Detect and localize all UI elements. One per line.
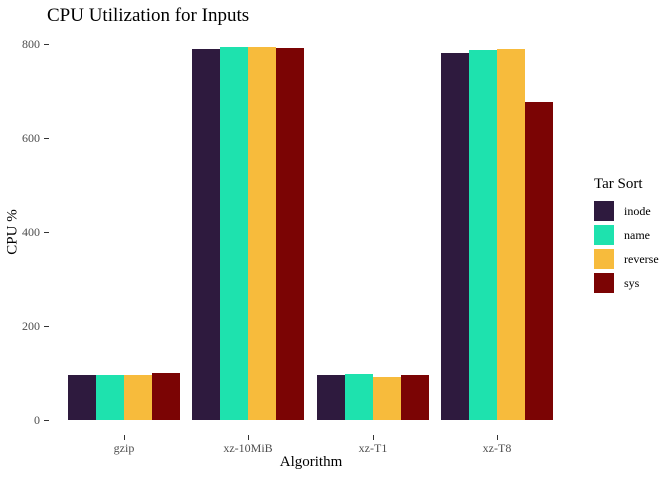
legend-swatch-name [594, 225, 614, 245]
legend-title: Tar Sort [594, 176, 643, 192]
x-tick-label-xz-10MiB: xz-10MiB [223, 441, 273, 455]
bar-sys-xz-T8 [525, 102, 553, 420]
bar-inode-gzip [68, 375, 96, 420]
chart-title: CPU Utilization for Inputs [47, 5, 250, 26]
legend-item-reverse: reverse [594, 249, 659, 269]
bar-name-gzip [96, 375, 124, 420]
bar-reverse-xz-10MiB [248, 47, 276, 420]
x-tick-label-xz-T1: xz-T1 [358, 441, 388, 455]
x-tick-gzip [124, 435, 125, 440]
y-tick-label-800: 800 [22, 37, 40, 51]
bar-name-xz-10MiB [220, 47, 248, 420]
y-tick-label-0: 0 [34, 413, 40, 427]
legend-label-name: name [624, 227, 650, 242]
x-tick-xz-T1 [373, 435, 374, 440]
legend-item-name: name [594, 225, 659, 245]
legend-item-inode: inode [594, 201, 659, 221]
legend-swatch-inode [594, 201, 614, 221]
bar-reverse-xz-T1 [373, 377, 401, 420]
legend-swatch-reverse [594, 249, 614, 269]
y-tick-label-600: 600 [22, 131, 40, 145]
y-tick-800 [44, 44, 49, 45]
legend-label-reverse: reverse [624, 251, 659, 266]
y-tick-400 [44, 232, 49, 233]
y-tick-200 [44, 326, 49, 327]
bar-reverse-xz-T8 [497, 49, 525, 420]
x-tick-label-gzip: gzip [113, 441, 135, 455]
bar-sys-xz-10MiB [276, 48, 304, 420]
x-tick-xz-10MiB [248, 435, 249, 440]
bar-name-xz-T1 [345, 374, 373, 420]
y-tick-label-400: 400 [22, 225, 40, 239]
legend: Tar Sort inode name reverse sys [594, 176, 659, 297]
legend-item-sys: sys [594, 273, 659, 293]
x-axis-title: Algorithm [279, 454, 343, 470]
legend-label-inode: inode [624, 203, 651, 218]
legend-swatch-sys [594, 273, 614, 293]
bar-inode-xz-10MiB [192, 49, 220, 420]
y-tick-600 [44, 138, 49, 139]
x-tick-label-xz-T8: xz-T8 [482, 441, 512, 455]
legend-label-sys: sys [624, 275, 640, 290]
bar-reverse-gzip [124, 375, 152, 420]
y-tick-0 [44, 420, 49, 421]
bar-inode-xz-T8 [441, 53, 469, 420]
bar-sys-gzip [152, 373, 180, 420]
bar-name-xz-T8 [469, 50, 497, 420]
bar-inode-xz-T1 [317, 375, 345, 420]
bar-sys-xz-T1 [401, 375, 429, 420]
y-tick-label-200: 200 [22, 319, 40, 333]
legend-items: inode name reverse sys [594, 201, 659, 293]
x-tick-xz-T8 [497, 435, 498, 440]
